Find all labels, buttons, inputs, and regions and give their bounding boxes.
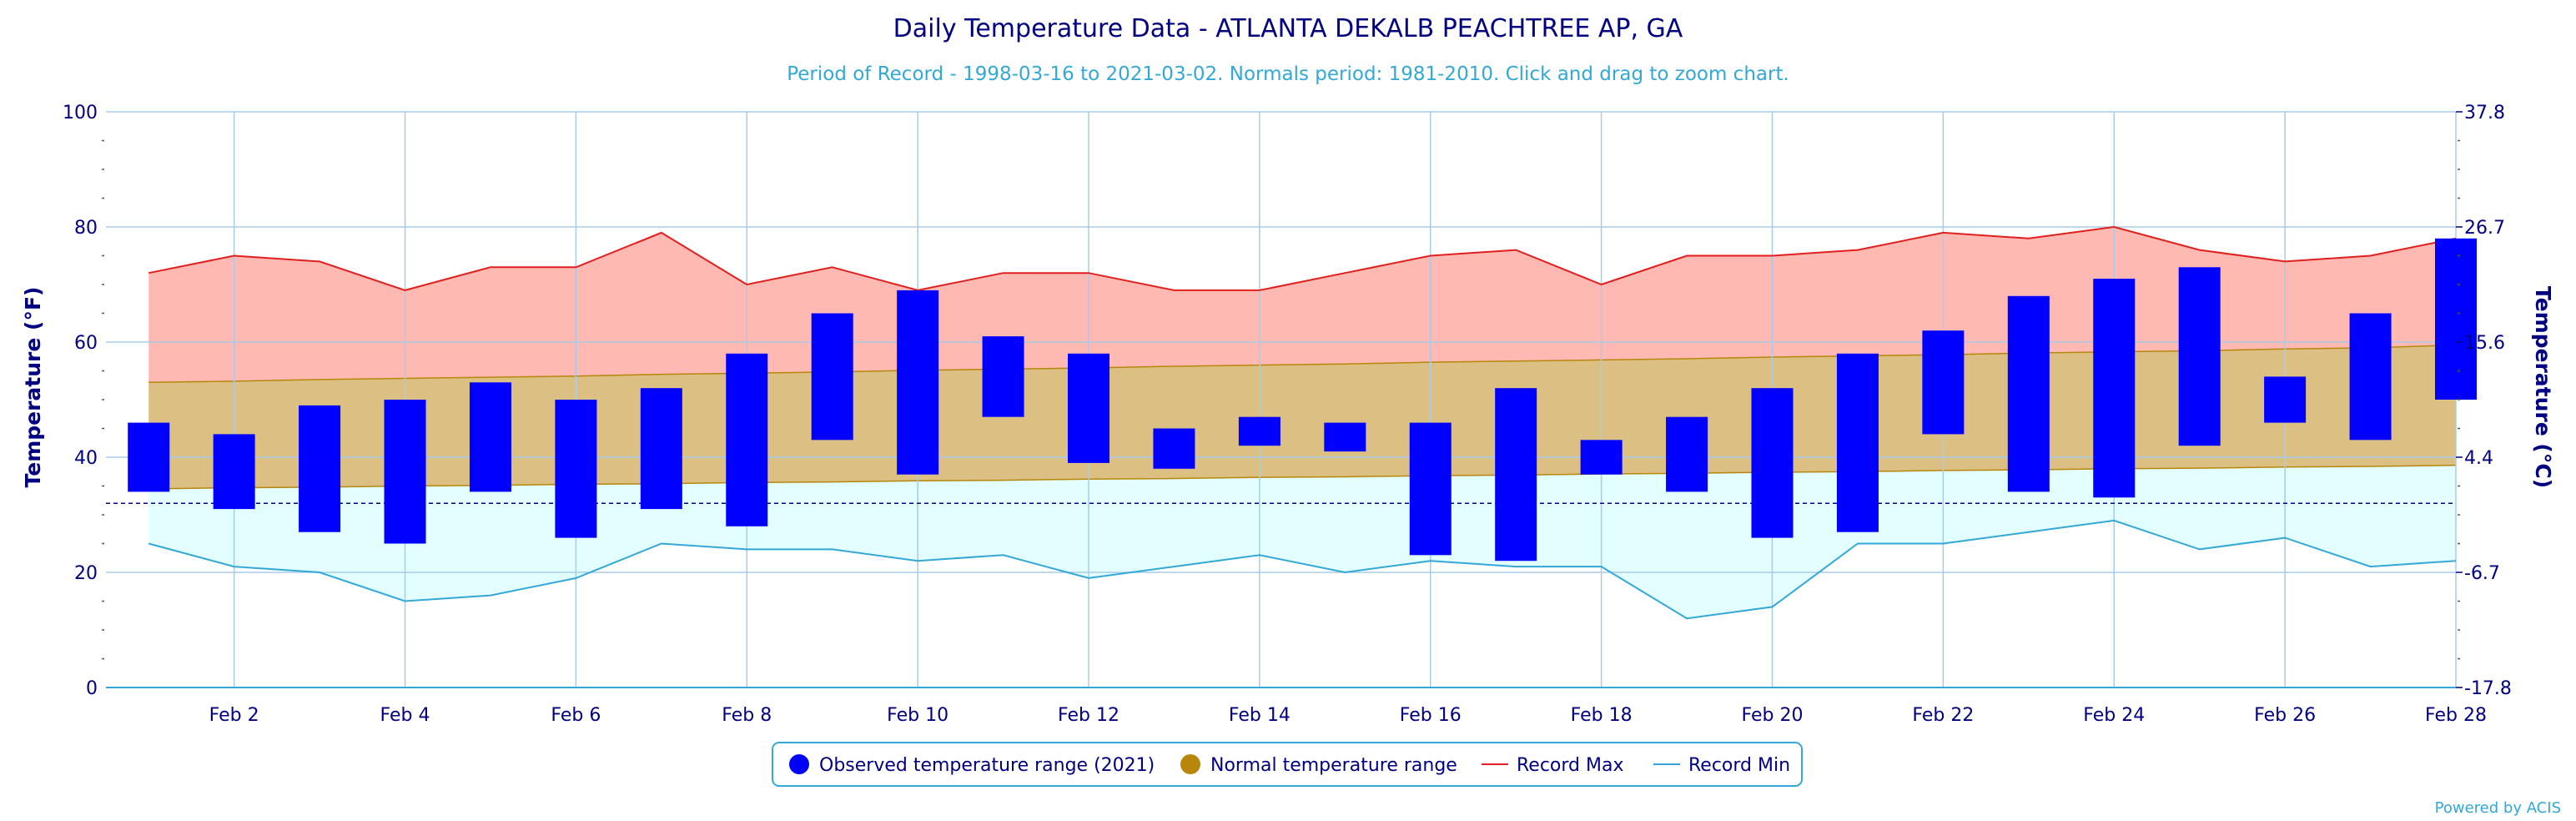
x-tick-label: Feb 12 [1058, 705, 1119, 726]
legend[interactable]: Observed temperature range (2021) Normal… [772, 742, 1803, 787]
legend-observed-marker [789, 754, 809, 774]
record-high-band [148, 227, 2456, 383]
credit-link[interactable]: Powered by ACIS [2435, 799, 2561, 817]
y-tick-label: 80 [74, 218, 98, 239]
observed-bar-day-16 [1409, 422, 1452, 556]
legend-box [772, 742, 1803, 787]
record-lines [148, 225, 2457, 620]
y-axis-title: Temperature (°F) [21, 287, 45, 488]
legend-record-max-label[interactable]: Record Max [1517, 755, 1624, 776]
y-tick-label: 100 [63, 103, 98, 123]
y2-tick-label: -6.7 [2464, 563, 2500, 584]
observed-bar-day-19 [1666, 416, 1708, 492]
x-tick-label: Feb 8 [722, 705, 772, 726]
observed-bar-day-6 [555, 400, 597, 538]
legend-normal-label[interactable]: Normal temperature range [1210, 755, 1457, 776]
x-tick-label: Feb 4 [380, 705, 430, 726]
x-tick-label: Feb 10 [887, 705, 948, 726]
observed-bar-day-10 [897, 290, 939, 475]
observed-bar-day-20 [1751, 388, 1794, 538]
observed-bar-day-24 [2093, 279, 2136, 498]
observed-bar-day-15 [1324, 422, 1366, 452]
observed-bar-day-8 [726, 353, 768, 526]
chart-subtitle: Period of Record - 1998-03-16 to 2021-03… [787, 63, 1789, 85]
normal-range-band [148, 345, 2456, 489]
x-tick-label: Feb 20 [1742, 705, 1804, 726]
y-tick-label: 0 [86, 678, 98, 699]
axes: 0 -17.8 20 -6.7 40 4.4 60 15.6 80 26.7 100 37.8 Feb … [63, 103, 2512, 726]
observed-bar-day-5 [469, 382, 511, 492]
y2-tick-label: 37.8 [2464, 103, 2505, 123]
observed-bar-day-23 [2007, 295, 2050, 492]
observed-bar-day-27 [2349, 313, 2392, 441]
y-tick-label: 60 [74, 333, 98, 354]
observed-bar-day-26 [2264, 376, 2307, 423]
observed-bar-day-4 [384, 400, 426, 544]
y-tick-label: 20 [74, 563, 98, 584]
y2-tick-label: 15.6 [2464, 333, 2505, 354]
record-max-line [148, 225, 2457, 291]
x-tick-label: Feb 2 [209, 705, 259, 726]
observed-bar-day-22 [1922, 330, 1965, 435]
observed-bar-day-14 [1238, 416, 1280, 446]
legend-record-min-label[interactable]: Record Min [1688, 755, 1790, 776]
observed-bar-day-21 [1836, 353, 1879, 532]
observed-bar-day-1 [128, 422, 170, 492]
observed-bar-day-17 [1495, 388, 1537, 562]
legend-normal-marker [1180, 754, 1200, 774]
observed-bar-day-11 [982, 336, 1024, 417]
x-tick-label: Feb 14 [1229, 705, 1291, 726]
y2-tick-label: 26.7 [2464, 218, 2505, 239]
x-tick-label: Feb 18 [1571, 705, 1633, 726]
y2-axis-title: Temperature (°C) [2531, 286, 2555, 488]
observed-bar-day-28 [2435, 238, 2477, 400]
observed-bar-day-2 [213, 434, 255, 510]
observed-bar-day-3 [299, 405, 341, 532]
legend-observed-label[interactable]: Observed temperature range (2021) [819, 755, 1155, 776]
x-tick-label: Feb 28 [2425, 705, 2487, 726]
chart-title: Daily Temperature Data - ATLANTA DEKALB … [893, 14, 1683, 43]
observed-bar-day-7 [640, 388, 682, 510]
x-tick-label: Feb 6 [551, 705, 601, 726]
x-tick-label: Feb 16 [1400, 705, 1462, 726]
observed-bar-day-9 [811, 313, 853, 441]
y2-tick-label: -17.8 [2464, 678, 2512, 699]
x-tick-label: Feb 26 [2254, 705, 2316, 726]
normal-high-line [148, 344, 2457, 384]
record-min-line [148, 519, 2457, 620]
normal-low-line [148, 464, 2457, 490]
observed-bars [128, 238, 2477, 562]
y-tick-label: 40 [74, 448, 98, 469]
observed-bar-day-12 [1068, 353, 1110, 463]
x-tick-label: Feb 24 [2083, 705, 2145, 726]
observed-bar-day-18 [1580, 440, 1623, 475]
observed-bar-day-13 [1153, 428, 1195, 469]
x-tick-label: Feb 22 [1912, 705, 1974, 726]
observed-bar-day-25 [2178, 267, 2221, 446]
y2-tick-label: 4.4 [2464, 448, 2493, 469]
